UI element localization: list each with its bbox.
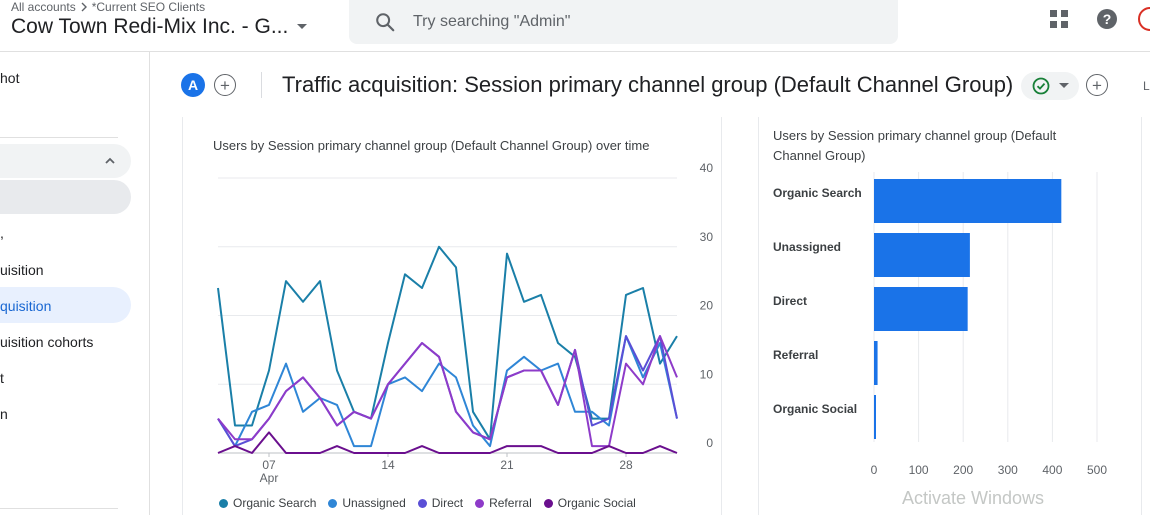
- x-tick-label: 14: [381, 458, 395, 472]
- legend-label: Direct: [431, 496, 464, 510]
- bar-chart[interactable]: 0 100 200 300 400 500 Organic Search Unassigned…: [759, 117, 1143, 492]
- dropdown-arrow-icon: [297, 24, 308, 29]
- legend-dot-icon: [328, 498, 338, 508]
- sidebar-item-engagement[interactable]: t: [0, 370, 4, 386]
- apps-grid-icon[interactable]: [1049, 9, 1069, 29]
- category-label: Organic Search: [773, 186, 862, 200]
- sidebar-item-user-acquisition[interactable]: uisition: [0, 262, 44, 278]
- add-report-card-button[interactable]: +: [1086, 74, 1108, 96]
- breadcrumb-root[interactable]: All accounts: [11, 0, 76, 14]
- comparison-chip[interactable]: A: [181, 73, 205, 97]
- activate-windows-watermark: Activate Windows: [902, 488, 1045, 508]
- legend-item[interactable]: Referral: [475, 496, 532, 510]
- y-tick-label: 20: [700, 299, 714, 313]
- legend-item[interactable]: Organic Search: [219, 496, 316, 510]
- page-title: Traffic acquisition: Session primary cha…: [282, 72, 1014, 97]
- sidebar-divider: [0, 137, 118, 138]
- line-chart-title: Users by Session primary channel group (…: [213, 138, 650, 153]
- legend-label: Referral: [489, 496, 532, 510]
- sidebar-item-traffic-acquisition-active[interactable]: [0, 287, 131, 323]
- bar-organic-search[interactable]: [874, 179, 1062, 223]
- category-label: Unassigned: [773, 240, 841, 254]
- x-tick-label: 100: [909, 463, 929, 477]
- sidebar-section-header[interactable]: [0, 144, 131, 178]
- legend-label: Unassigned: [342, 496, 406, 510]
- left-nav: hot , uisition quisition uisition cohort…: [0, 52, 150, 515]
- bar-organic-social[interactable]: [874, 395, 876, 439]
- line-chart-legend: Organic Search Unassigned Direct Referral Or…: [219, 496, 636, 510]
- x-tick-label: 07: [262, 458, 276, 472]
- x-tick-label: 21: [500, 458, 514, 472]
- date-range-label[interactable]: L: [1143, 79, 1150, 93]
- search-icon: [376, 13, 395, 32]
- help-icon[interactable]: ?: [1096, 8, 1118, 30]
- category-label: Organic Social: [773, 402, 857, 416]
- check-circle-icon: [1032, 77, 1049, 95]
- legend-item[interactable]: Organic Social: [543, 496, 636, 510]
- legend-dot-icon: [475, 498, 485, 508]
- bar-chart-card: Users by Session primary channel group (…: [758, 117, 1142, 515]
- series-line-organic-social[interactable]: [217, 431, 678, 454]
- legend-item[interactable]: Direct: [417, 496, 464, 510]
- svg-text:?: ?: [1103, 11, 1112, 27]
- legend-label: Organic Social: [557, 496, 636, 510]
- x-tick-label: 0: [871, 463, 878, 477]
- y-tick-label: 40: [700, 161, 714, 175]
- x-tick-label: 500: [1087, 463, 1107, 477]
- chevron-up-icon: [105, 157, 115, 164]
- x-tick-label: 200: [953, 463, 973, 477]
- x-tick-label: 300: [998, 463, 1018, 477]
- report-status-chip[interactable]: [1021, 72, 1079, 100]
- bar-chart-title-line2: Channel Group): [773, 148, 866, 163]
- legend-dot-icon: [543, 498, 553, 508]
- report-header: A + Traffic acquisition: Session primary…: [150, 52, 1150, 117]
- sidebar-divider: [0, 508, 118, 509]
- add-comparison-button[interactable]: +: [214, 74, 236, 96]
- sidebar-item-traffic-acquisition[interactable]: quisition: [0, 298, 52, 314]
- category-label: Direct: [773, 294, 807, 308]
- sidebar-item-mark: ,: [0, 225, 4, 241]
- sidebar-item-snapshot[interactable]: hot: [0, 70, 20, 86]
- x-tick-label: 28: [619, 458, 633, 472]
- legend-dot-icon: [417, 498, 427, 508]
- legend-dot-icon: [219, 498, 228, 508]
- y-tick-label: 30: [700, 230, 714, 244]
- breadcrumb-current[interactable]: *Current SEO Clients: [91, 0, 206, 14]
- x-tick-label: 400: [1042, 463, 1062, 477]
- account-avatar[interactable]: [1138, 7, 1150, 31]
- legend-label: Organic Search: [233, 496, 317, 510]
- bar-unassigned[interactable]: [874, 233, 970, 277]
- account-selector[interactable]: Cow Town Redi-Mix Inc. - G...: [11, 15, 308, 39]
- series-line-organic-search[interactable]: [217, 245, 678, 441]
- sidebar-item-user-acquisition-cohorts[interactable]: uisition cohorts: [0, 334, 94, 350]
- account-title: Cow Town Redi-Mix Inc. - G...: [11, 15, 289, 38]
- sidebar-item-overview[interactable]: [0, 180, 131, 214]
- sidebar-item-retention[interactable]: n: [0, 406, 8, 422]
- series-line-unassigned[interactable]: [217, 335, 678, 448]
- y-tick-label: 10: [700, 367, 714, 381]
- divider: [261, 72, 262, 98]
- x-tick-month-label: Apr: [260, 471, 279, 485]
- line-chart-card: Users by Session primary channel group (…: [182, 117, 722, 515]
- series-line-referral[interactable]: [217, 335, 678, 448]
- bar-chart-title-line1: Users by Session primary channel group (…: [773, 128, 1057, 143]
- breadcrumb[interactable]: All accounts *Current SEO Clients: [11, 0, 205, 14]
- bar-direct[interactable]: [874, 287, 968, 331]
- legend-item[interactable]: Unassigned: [328, 496, 406, 510]
- top-app-bar: All accounts *Current SEO Clients Cow To…: [0, 0, 1150, 52]
- bar-chart-title: Users by Session primary channel group (…: [773, 126, 1056, 166]
- search-bar[interactable]: [349, 0, 898, 44]
- category-label: Referral: [773, 348, 818, 362]
- chevron-right-icon: [81, 2, 87, 12]
- search-input[interactable]: [413, 13, 833, 31]
- y-tick-label: 0: [706, 436, 713, 450]
- dropdown-arrow-icon: [1058, 83, 1069, 88]
- bar-referral[interactable]: [874, 341, 878, 385]
